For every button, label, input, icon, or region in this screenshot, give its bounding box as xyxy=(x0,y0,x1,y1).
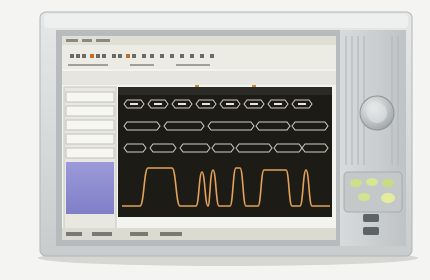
menu-items xyxy=(66,39,110,42)
button-cluster xyxy=(344,172,402,212)
knob-cap xyxy=(367,103,387,123)
top-trim xyxy=(44,14,408,28)
toolbar-row xyxy=(68,64,210,66)
overview-pane xyxy=(66,162,114,214)
control-panel xyxy=(340,30,406,246)
instrument-photo xyxy=(0,0,430,280)
waveform-ruler xyxy=(118,87,332,95)
timebar xyxy=(62,71,336,85)
toolbar-icons xyxy=(70,54,214,58)
side-items xyxy=(66,92,114,158)
